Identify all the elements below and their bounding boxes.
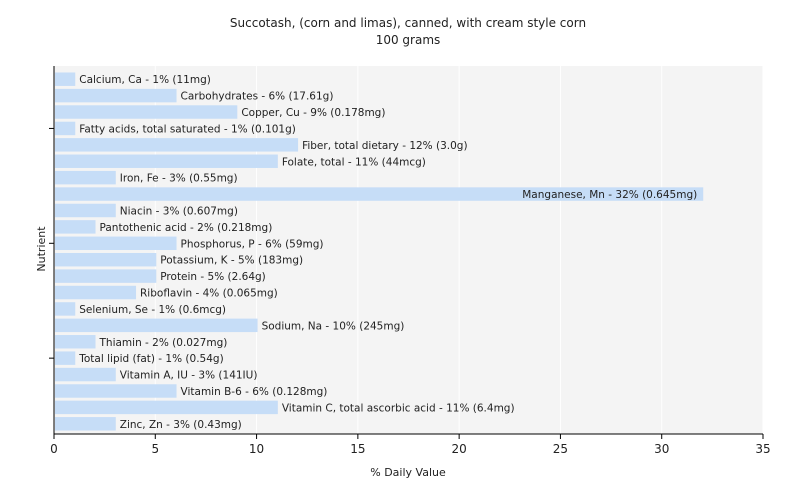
bar: [55, 138, 299, 152]
bar: [55, 285, 137, 300]
bar-label: Carbohydrates - 6% (17.61g): [181, 91, 334, 103]
bar: [55, 154, 278, 168]
bar-label: Selenium, Se - 1% (0.6mcg): [79, 304, 226, 316]
x-tick-label: 20: [452, 442, 467, 456]
bar: [55, 170, 116, 185]
bar: [55, 88, 177, 103]
x-axis-label: % Daily Value: [370, 466, 446, 479]
bar: [55, 269, 157, 283]
gridlines: [154, 66, 764, 434]
bar-label: Vitamin B-6 - 6% (0.128mg): [181, 386, 328, 398]
bar: [55, 121, 76, 136]
x-tick-label: 35: [755, 442, 770, 456]
bar-label: Riboflavin - 4% (0.065mg): [140, 288, 278, 300]
chart-subtitle: 100 grams: [376, 33, 441, 47]
bar-label: Vitamin A, IU - 3% (141IU): [120, 370, 258, 382]
bars: Calcium, Ca - 1% (11mg) Carbohydrates - 6…: [55, 72, 704, 431]
bar-label: Pantothenic acid - 2% (0.218mg): [100, 222, 273, 234]
bar-label: Manganese, Mn - 32% (0.645mg): [522, 189, 697, 201]
axes: 0 5 10 15 20 25 30 35: [49, 66, 771, 456]
bar-label: Copper, Cu - 9% (0.178mg): [241, 107, 385, 119]
y-axis-label: Nutrient: [35, 226, 48, 272]
chart-title: Succotash, (corn and limas), canned, wit…: [230, 16, 586, 30]
x-tick-label: 0: [50, 442, 58, 456]
bar-label: Vitamin C, total ascorbic acid - 11% (6.…: [282, 402, 515, 414]
bar: [55, 203, 116, 218]
bar-label: Potassium, K - 5% (183mg): [160, 255, 303, 267]
x-tick-label: 25: [553, 442, 568, 456]
bar-label: Niacin - 3% (0.607mg): [120, 205, 238, 217]
bar: [55, 351, 76, 365]
bar: [55, 384, 177, 398]
bar-label: Calcium, Ca - 1% (11mg): [79, 74, 211, 86]
bar: [55, 302, 76, 316]
bar-label: Thiamin - 2% (0.027mg): [99, 337, 228, 349]
bar-label: Sodium, Na - 10% (245mg): [262, 320, 405, 332]
bar: [55, 252, 157, 267]
x-tick-label: 30: [654, 442, 669, 456]
x-tick-label: 5: [151, 442, 159, 456]
bar-label: Iron, Fe - 3% (0.55mg): [120, 173, 238, 185]
bar-label: Folate, total - 11% (44mcg): [282, 156, 426, 168]
bar: [55, 367, 116, 382]
bar-label: Fiber, total dietary - 12% (3.0g): [302, 140, 467, 152]
x-tick-label: 15: [350, 442, 365, 456]
bar-label: Zinc, Zn - 3% (0.43mg): [120, 419, 242, 431]
bar: [55, 335, 96, 349]
bar-label: Fatty acids, total saturated - 1% (0.101…: [79, 123, 296, 135]
bar: [55, 417, 116, 431]
bar: [55, 220, 96, 234]
bar: [55, 187, 704, 201]
x-tick-label: 10: [249, 442, 264, 456]
bar: [55, 105, 238, 119]
bar: [55, 72, 76, 86]
bar: [55, 400, 278, 415]
bar-label: Total lipid (fat) - 1% (0.54g): [78, 353, 223, 365]
bar-label: Protein - 5% (2.64g): [160, 271, 266, 283]
bar-label: Phosphorus, P - 6% (59mg): [181, 238, 324, 250]
bar: [55, 318, 258, 333]
bar: [55, 236, 177, 251]
